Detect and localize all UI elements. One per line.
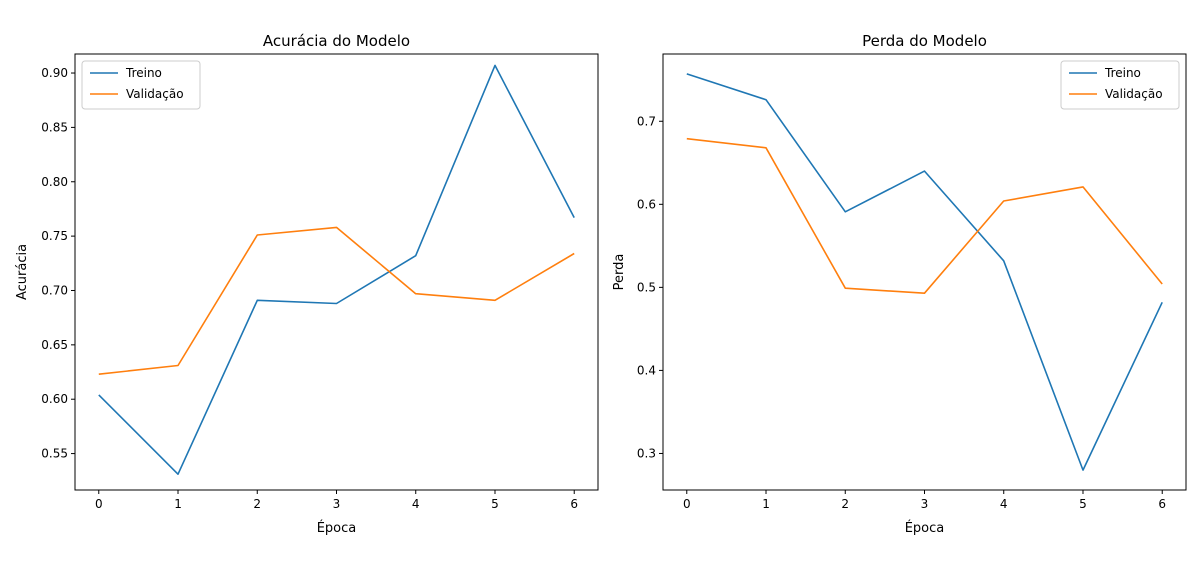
loss-x-tick-label: 5: [1079, 497, 1087, 511]
accuracy-x-tick-label: 0: [95, 497, 103, 511]
accuracy-legend: Treino Validação: [81, 60, 201, 110]
loss-y-tick-label: 0.6: [637, 197, 656, 211]
accuracy-y-tick-label: 0.90: [41, 66, 68, 80]
loss-y-tick-label: 0.4: [637, 363, 656, 377]
accuracy-y-tick-label: 0.70: [41, 283, 68, 297]
loss-y-tick-label: 0.5: [637, 280, 656, 294]
accuracy-x-tick-label: 6: [570, 497, 578, 511]
loss-x-tick-label: 6: [1158, 497, 1166, 511]
accuracy-x-tick-label: 1: [174, 497, 182, 511]
loss-y-tick-label: 0.3: [637, 446, 656, 460]
accuracy-y-tick-label: 0.65: [41, 338, 68, 352]
accuracy-y-tick-label: 0.80: [41, 175, 68, 189]
loss-legend-label: Treino: [1104, 66, 1141, 80]
loss-x-tick-label: 1: [762, 497, 770, 511]
accuracy-chart: Acurácia do Modelo Época Acurácia 0 1 2 3 4 5…: [15, 32, 599, 536]
loss-x-axis-label: Época: [905, 520, 945, 536]
accuracy-x-axis-label: Época: [317, 520, 357, 536]
loss-legend: Treino Validação: [1060, 60, 1180, 110]
loss-y-axis-label: Perda: [612, 254, 627, 291]
loss-x-tick-label: 3: [921, 497, 929, 511]
loss-chart: Perda do Modelo Época Perda 0 1 2 3 4 5 6 0.3 0.…: [612, 32, 1187, 536]
loss-chart-title: Perda do Modelo: [862, 32, 987, 50]
accuracy-x-tick-label: 3: [333, 497, 341, 511]
loss-x-tick-label: 2: [841, 497, 849, 511]
accuracy-y-tick-label: 0.55: [41, 447, 68, 461]
accuracy-legend-label: Treino: [125, 66, 162, 80]
loss-y-tick-label: 0.7: [637, 114, 656, 128]
accuracy-x-tick-label: 4: [412, 497, 420, 511]
accuracy-chart-title: Acurácia do Modelo: [263, 32, 410, 50]
accuracy-y-axis-label: Acurácia: [15, 244, 30, 300]
accuracy-legend-label: Validação: [126, 87, 184, 101]
loss-x-tick-label: 4: [1000, 497, 1008, 511]
loss-legend-label: Validação: [1105, 87, 1163, 101]
accuracy-x-tick-label: 2: [253, 497, 261, 511]
accuracy-y-tick-label: 0.85: [41, 120, 68, 134]
accuracy-x-tick-label: 5: [491, 497, 499, 511]
loss-x-tick-label: 0: [683, 497, 691, 511]
accuracy-y-tick-label: 0.75: [41, 229, 68, 243]
accuracy-y-tick-label: 0.60: [41, 392, 68, 406]
